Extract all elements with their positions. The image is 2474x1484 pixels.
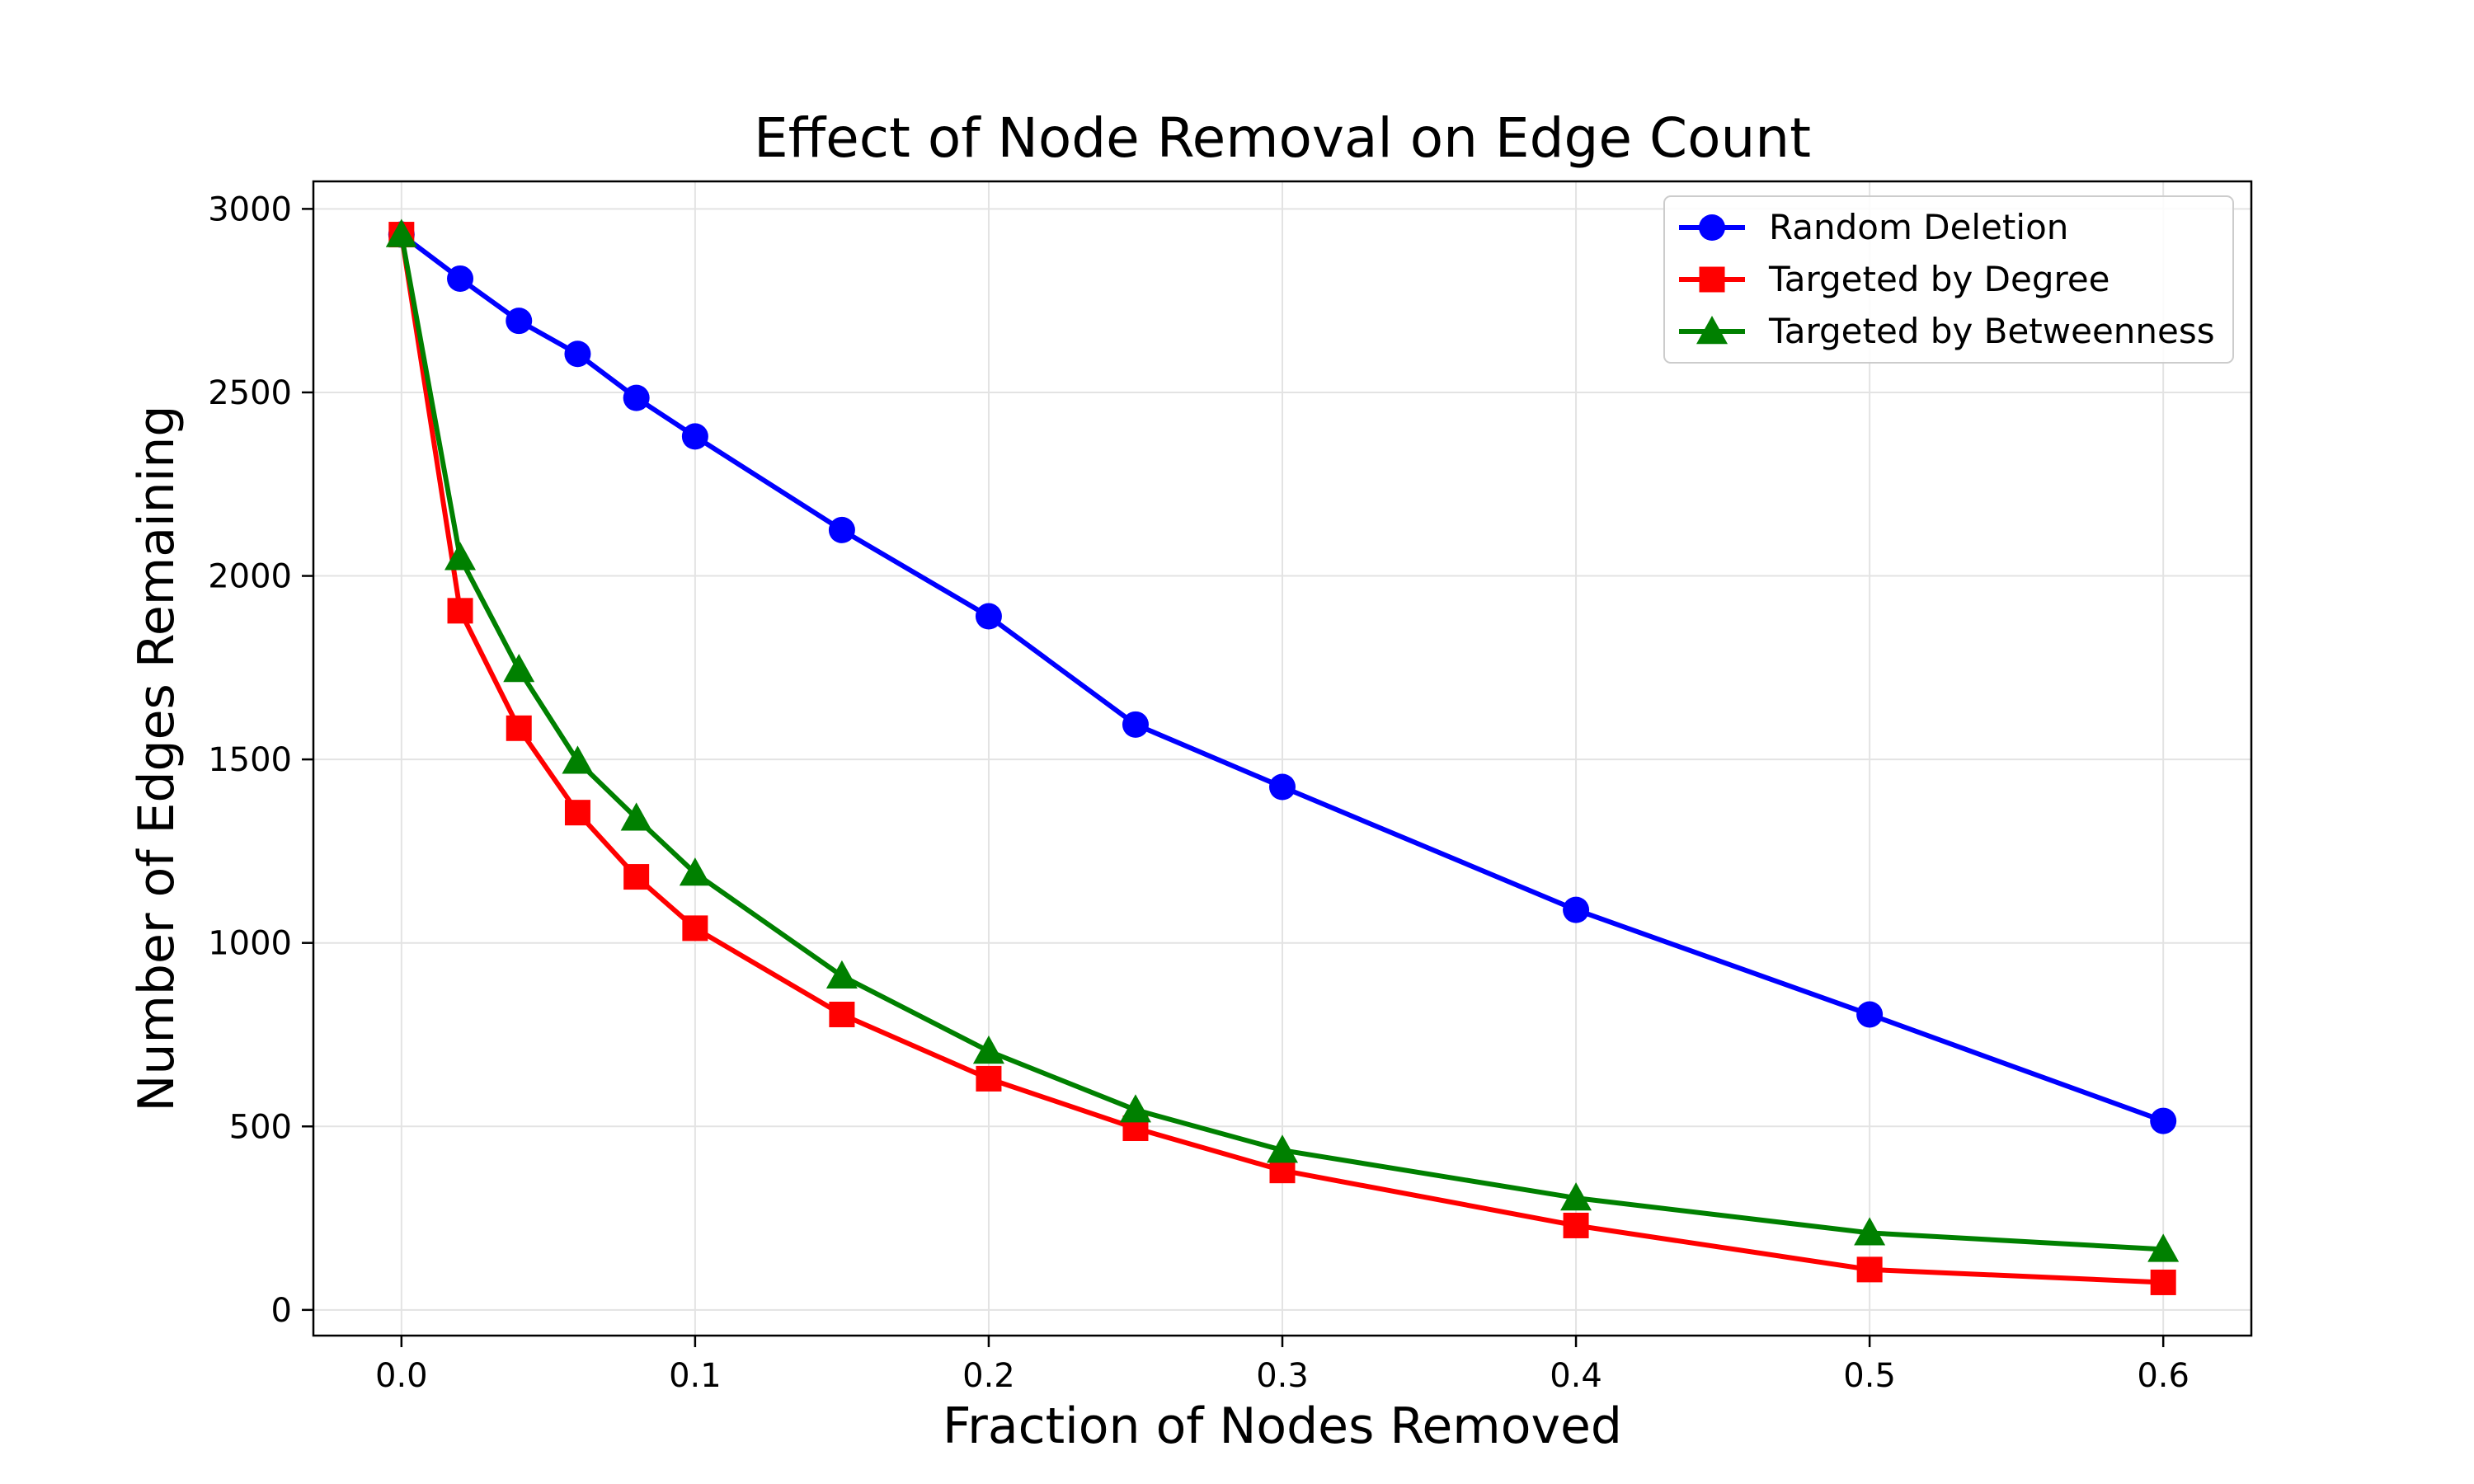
- data-point: [829, 1001, 855, 1027]
- data-point: [385, 218, 417, 247]
- x-tick-label: 0.2: [962, 1357, 1015, 1395]
- data-point: [1856, 1001, 1884, 1028]
- data-point: [623, 384, 650, 411]
- x-axis-ticks: 0.0 0.1 0.2 0.3 0.4 0.5 0.6: [375, 1336, 2189, 1395]
- data-point: [2147, 1233, 2180, 1262]
- data-point: [2150, 1107, 2177, 1134]
- legend-label: Targeted by Degree: [1768, 259, 2110, 299]
- y-tick-label: 1500: [208, 741, 292, 779]
- data-point: [976, 1065, 1002, 1092]
- series-lines: [385, 218, 2180, 1295]
- legend-entry: Targeted by Degree: [1679, 259, 2110, 299]
- data-point: [503, 654, 535, 683]
- y-tick-label: 2000: [208, 558, 292, 596]
- data-point: [1854, 1217, 1886, 1246]
- y-tick-label: 3000: [208, 190, 292, 228]
- data-point: [1122, 711, 1149, 738]
- data-point: [623, 864, 650, 890]
- x-tick-label: 0.1: [669, 1357, 722, 1395]
- y-tick-label: 1000: [208, 925, 292, 963]
- data-point: [975, 603, 1002, 630]
- y-tick-label: 500: [229, 1108, 292, 1146]
- legend-marker: [1696, 316, 1728, 345]
- x-tick-label: 0.0: [375, 1357, 428, 1395]
- data-point: [1563, 896, 1590, 923]
- legend-marker: [1699, 214, 1725, 241]
- legend-label: Random Deletion: [1769, 207, 2068, 247]
- data-point: [447, 265, 474, 292]
- data-point: [564, 340, 591, 368]
- data-point: [564, 800, 590, 826]
- x-axis-label: Fraction of Nodes Removed: [943, 1397, 1622, 1455]
- y-tick-label: 0: [271, 1292, 292, 1330]
- data-point: [679, 857, 711, 886]
- data-point: [1560, 1182, 1592, 1211]
- x-tick-label: 0.6: [2137, 1357, 2189, 1395]
- data-point: [825, 960, 858, 989]
- data-point: [1856, 1256, 1883, 1283]
- legend-box: [1663, 195, 2234, 364]
- data-point: [620, 802, 652, 831]
- chart-title: Effect of Node Removal on Edge Count: [754, 106, 1811, 170]
- data-point: [682, 915, 708, 942]
- x-tick-label: 0.3: [1256, 1357, 1309, 1395]
- y-axis-ticks: 0 500 1000 1500 2000 2500 3000: [208, 190, 313, 1330]
- series-circle: [388, 221, 2177, 1134]
- legend-entry: Random Deletion: [1679, 207, 2068, 247]
- legend-label: Targeted by Betweenness: [1768, 311, 2215, 351]
- x-tick-label: 0.4: [1550, 1357, 1602, 1395]
- data-point: [506, 715, 532, 741]
- data-point: [681, 423, 708, 450]
- data-point: [1267, 1134, 1298, 1163]
- data-point: [447, 598, 473, 624]
- data-point: [444, 542, 477, 571]
- data-point: [506, 308, 533, 335]
- x-tick-label: 0.5: [1843, 1357, 1896, 1395]
- data-point: [2150, 1269, 2176, 1295]
- data-point: [1269, 773, 1296, 801]
- data-point: [1119, 1094, 1151, 1123]
- y-axis-label: Number of Edges Remaining: [128, 406, 186, 1112]
- y-tick-label: 2500: [208, 374, 292, 412]
- legend: Random Deletion Targeted by Degree Targete…: [1663, 195, 2234, 364]
- legend-entry: Targeted by Betweenness: [1679, 311, 2215, 351]
- data-point: [972, 1036, 1004, 1064]
- series-triangle: [385, 218, 2180, 1262]
- legend-marker: [1699, 266, 1725, 293]
- data-point: [562, 745, 594, 774]
- data-point: [1563, 1212, 1589, 1238]
- data-point: [828, 516, 855, 543]
